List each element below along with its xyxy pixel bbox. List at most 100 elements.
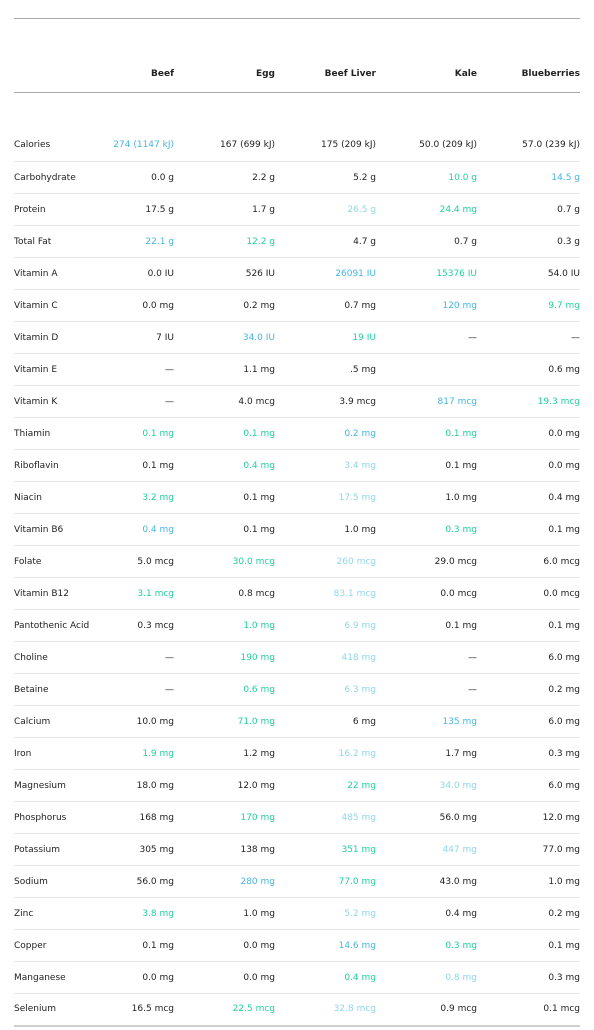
table-row: Vitamin B6 0.4 mg 0.1 mg 1.0 mg 0.3 mg 0.1 mg [14,513,580,546]
nutrient-name: Vitamin B12 [14,577,110,610]
nutrient-value: 0.3 mg [376,513,477,546]
nutrient-value: 50.0 (209 kJ) [376,129,477,162]
nutrient-name: Folate [14,545,110,578]
table-row: Riboflavin 0.1 mg 0.4 mg 3.4 mg 0.1 mg 0.0 mg [14,449,580,482]
nutrient-name: Pantothenic Acid [14,609,110,642]
nutrient-value: 1.7 g [174,193,275,226]
nutrient-value: 54.0 IU [477,257,580,290]
nutrient-value: 1.1 mg [174,353,275,386]
nutrient-value: 274 (1147 kJ) [110,129,174,162]
column-header: Beef Liver [324,68,376,79]
table-row: Total Fat 22.1 g 12.2 g 4.7 g 0.7 g 0.3 g [14,225,580,258]
nutrient-value: 1.0 mg [174,609,275,642]
nutrient-value: 0.1 mg [376,417,477,450]
nutrient-value: 447 mg [376,833,477,866]
nutrient-value: 6.0 mg [477,705,580,738]
nutrient-value: 0.9 mcg [376,993,477,1027]
nutrient-value: 0.1 mg [376,609,477,642]
nutrient-value: 138 mg [174,833,275,866]
nutrient-name: Vitamin B6 [14,513,110,546]
nutrient-value: 5.2 mg [275,897,376,930]
nutrient-value: 0.0 mg [110,961,174,994]
nutrient-value: 57.0 (239 kJ) [477,129,580,162]
nutrient-value: — [376,641,477,674]
column-header: Kale [454,68,477,79]
nutrient-value: 0.1 mg [110,449,174,482]
nutrient-name: Vitamin K [14,385,110,418]
nutrient-value: 6.0 mg [477,769,580,802]
nutrient-name: Calories [14,129,110,162]
table-row: Phosphorus 168 mg 170 mg 485 mg 56.0 mg 12.0 … [14,801,580,834]
nutrient-value: 305 mg [110,833,174,866]
nutrient-value: 22.5 mcg [174,993,275,1027]
nutrient-value: — [110,385,174,418]
nutrient-value: — [376,673,477,706]
nutrient-value: 6 mg [275,705,376,738]
nutrient-value: 17.5 g [110,193,174,226]
nutrient-value: 22.1 g [110,225,174,258]
nutrient-value: 1.0 mg [477,865,580,898]
nutrient-value: 170 mg [174,801,275,834]
nutrient-name: Sodium [14,865,110,898]
nutrient-value: 32.8 mcg [275,993,376,1027]
table-row: Copper 0.1 mg 0.0 mg 14.6 mg 0.3 mg 0.1 mg [14,929,580,962]
nutrient-name: Calcium [14,705,110,738]
nutrient-value: 0.3 g [477,225,580,258]
nutrient-value: 34.0 mg [376,769,477,802]
nutrient-value: 9.7 mg [477,289,580,322]
nutrient-value: 0.3 mg [376,929,477,962]
nutrient-value: 0.1 mcg [477,993,580,1027]
nutrient-value: 351 mg [275,833,376,866]
nutrient-value: 4.0 mcg [174,385,275,418]
nutrient-value: 5.2 g [275,161,376,194]
nutrient-value: 175 (209 kJ) [275,129,376,162]
nutrient-value: 17.5 mg [275,481,376,514]
nutrient-value: 56.0 mg [110,865,174,898]
nutrient-value: 12.0 mg [174,769,275,802]
nutrient-name: Phosphorus [14,801,110,834]
nutrient-value: 0.0 mg [477,417,580,450]
nutrient-value: 135 mg [376,705,477,738]
nutrient-value: 0.2 mg [477,673,580,706]
nutrient-value: 0.0 mg [477,449,580,482]
nutrient-value: 19.3 mcg [477,385,580,418]
table-row: Vitamin B12 3.1 mcg 0.8 mcg 83.1 mcg 0.0 mcg… [14,577,580,610]
nutrient-value: 0.1 mg [110,417,174,450]
nutrient-name: Vitamin C [14,289,110,322]
table-row: Carbohydrate 0.0 g 2.2 g 5.2 g 10.0 g 14.5 g [14,161,580,194]
nutrient-value: 16.2 mg [275,737,376,770]
table-row: Protein 17.5 g 1.7 g 26.5 g 24.4 mg 0.7 g [14,193,580,226]
table-row: Vitamin A 0.0 IU 526 IU 26091 IU 15376 IU 54.… [14,257,580,290]
nutrient-value: 0.8 mg [376,961,477,994]
nutrient-name: Magnesium [14,769,110,802]
nutrient-value: 2.2 g [174,161,275,194]
nutrient-name: Protein [14,193,110,226]
nutrient-value: 817 mcg [376,385,477,418]
nutrient-value: 0.1 mg [477,609,580,642]
nutrient-value: 0.6 mg [477,353,580,386]
nutrient-value: 418 mg [275,641,376,674]
nutrient-value: 0.1 mg [110,929,174,962]
nutrient-value: — [477,321,580,354]
table-row: Sodium 56.0 mg 280 mg 77.0 mg 43.0 mg 1.0 mg [14,865,580,898]
nutrient-value: 0.1 mg [174,481,275,514]
nutrient-value: 1.2 mg [174,737,275,770]
nutrient-name: Manganese [14,961,110,994]
table-row: Potassium 305 mg 138 mg 351 mg 447 mg 77.0 mg [14,833,580,866]
column-header: Blueberries [521,68,580,79]
nutrient-value: 30.0 mcg [174,545,275,578]
nutrient-name: Carbohydrate [14,161,110,194]
nutrient-value: 3.1 mcg [110,577,174,610]
nutrient-value: 6.0 mg [477,641,580,674]
nutrient-name: Zinc [14,897,110,930]
nutrient-value: 77.0 mg [275,865,376,898]
nutrient-value: 3.9 mcg [275,385,376,418]
nutrient-value: 77.0 mg [477,833,580,866]
nutrient-value: 0.3 mcg [110,609,174,642]
nutrient-value: 12.2 g [174,225,275,258]
nutrient-value: 3.4 mg [275,449,376,482]
nutrient-name: Total Fat [14,225,110,258]
nutrient-value: 0.1 mg [174,417,275,450]
nutrient-value: — [110,641,174,674]
nutrient-value: 0.2 mg [477,897,580,930]
